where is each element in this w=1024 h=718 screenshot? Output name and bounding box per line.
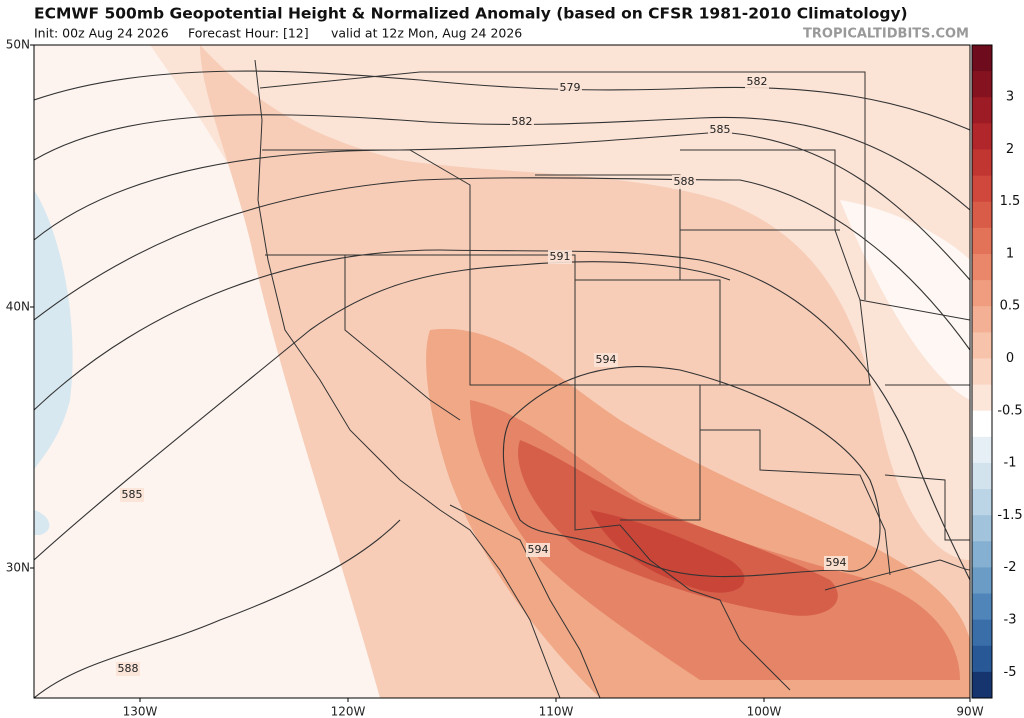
- colorbar-tick-label: -5: [1004, 665, 1017, 680]
- contour-label-bg: [745, 75, 769, 89]
- lat-label: 50N: [6, 38, 30, 52]
- colorbar-tick-label: -1.5: [997, 508, 1022, 523]
- contour-label-bg: [548, 250, 572, 264]
- colorbar-segment: [972, 253, 992, 281]
- colorbar-tick-label: 3: [1006, 90, 1014, 105]
- contour-label: 579: [560, 81, 581, 94]
- colorbar-segment: [972, 645, 992, 673]
- colorbar-segment: [972, 332, 992, 359]
- colorbar-tick-label: 0.5: [1000, 299, 1021, 314]
- colorbar-tick-label: 0: [1006, 351, 1014, 366]
- colorbar-tick-label: 2: [1006, 142, 1014, 157]
- valid-label: valid at 12z Mon, Aug 24 2026: [331, 26, 522, 41]
- colorbar-segment: [972, 175, 992, 203]
- lon-label: 120W: [331, 705, 366, 718]
- contour-label: 594: [826, 556, 847, 569]
- contour-label-bg: [594, 353, 618, 367]
- contour-label-bg: [116, 662, 140, 676]
- colorbar-segment: [972, 489, 992, 516]
- colorbar-tick-label: -0.5: [997, 403, 1022, 418]
- colorbar-tick-label: -3: [1004, 613, 1017, 628]
- map-frame: [33, 44, 971, 699]
- contour-label-bg: [672, 175, 696, 189]
- colorbar-tick-label: 1.5: [1000, 194, 1021, 209]
- contour-label: 588: [674, 175, 695, 188]
- colorbar-segment: [972, 541, 992, 568]
- colorbar-segment: [972, 227, 992, 255]
- contour-label: 588: [118, 662, 139, 675]
- colorbar-segment: [972, 515, 992, 542]
- colorbar-tick-label: -1: [1004, 456, 1017, 471]
- colorbar-segment: [972, 593, 992, 621]
- colorbar-segment: [972, 619, 992, 647]
- colorbar-segment: [972, 358, 992, 386]
- colorbar-segment: [972, 149, 992, 177]
- contour-label: 582: [747, 75, 768, 88]
- colorbar-segment: [972, 45, 992, 72]
- colorbar-segment: [972, 567, 992, 595]
- colorbar-segment: [972, 671, 992, 699]
- forecast-hour-label: Forecast Hour: [12]: [188, 26, 309, 41]
- colorbar-segment: [972, 436, 992, 464]
- contour-label-bg: [824, 556, 848, 570]
- lat-label: 30N: [6, 561, 30, 575]
- colorbar-frame: [971, 44, 993, 699]
- colorbar-segment: [972, 306, 992, 333]
- colorbar-segment: [972, 71, 992, 98]
- contour-label: 582: [512, 115, 533, 128]
- colorbar-segment: [972, 280, 992, 307]
- contour-label: 591: [550, 250, 571, 263]
- lon-label: 100W: [747, 705, 782, 718]
- init-label: Init: 00z Aug 24 2026: [34, 26, 169, 41]
- lat-label: 40N: [6, 300, 30, 314]
- contour-label-bg: [526, 543, 550, 557]
- colorbar-segment: [972, 384, 992, 412]
- colorbar-segment: [972, 410, 992, 438]
- lon-label: 90W: [956, 705, 983, 718]
- source-label: TROPICALTIDBITS.COM: [803, 27, 969, 42]
- title: ECMWF 500mb Geopotential Height & Normal…: [34, 5, 908, 23]
- lon-label: 130W: [123, 705, 158, 718]
- contour-label: 585: [122, 488, 143, 501]
- contour-label-bg: [558, 81, 582, 95]
- colorbar-segment: [972, 123, 992, 150]
- contour-label: 594: [528, 543, 549, 556]
- contour-label: 585: [710, 123, 731, 136]
- lon-label: 110W: [539, 705, 574, 718]
- contour-label-bg: [120, 488, 144, 502]
- colorbar-tick-label: 1: [1006, 246, 1014, 261]
- colorbar-segment: [972, 201, 992, 229]
- colorbar-segment: [972, 462, 992, 490]
- colorbar-segment: [972, 97, 992, 124]
- contour-label: 594: [596, 353, 617, 366]
- map-area: [34, 45, 970, 698]
- colorbar-tick-label: -2: [1004, 560, 1017, 575]
- contour-label-bg: [708, 123, 732, 137]
- contour-label-bg: [510, 115, 534, 129]
